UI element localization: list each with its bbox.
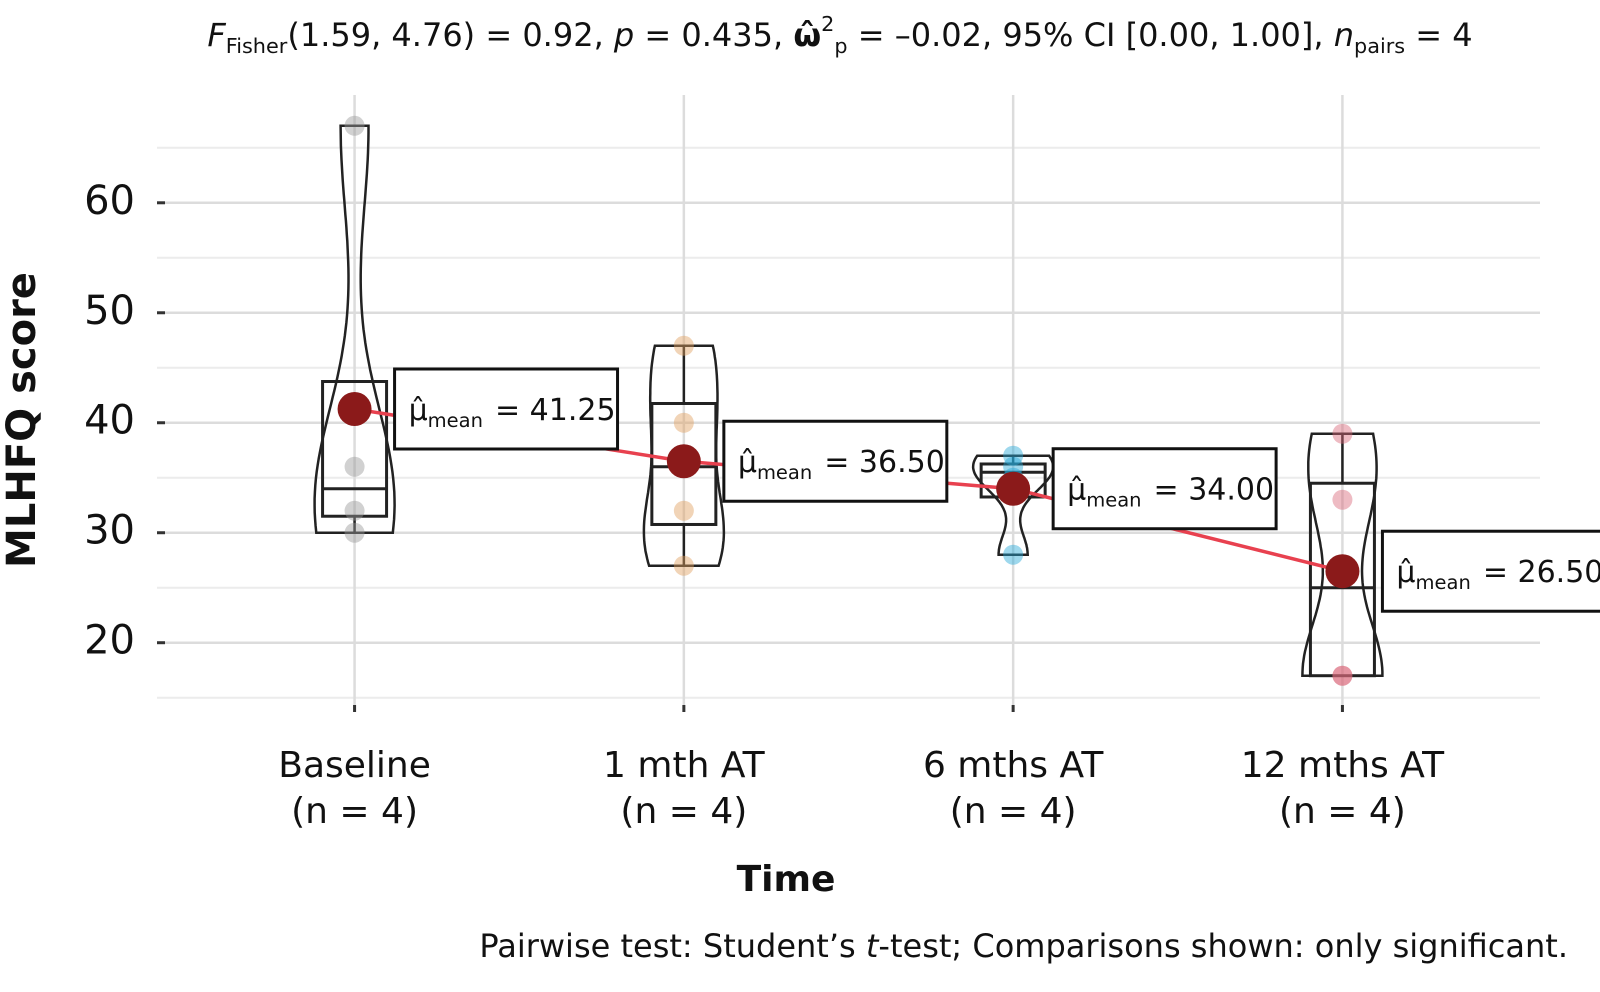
mean-point: [337, 391, 372, 426]
x-tick-sublabel: (n = 4): [950, 791, 1077, 832]
text-part: = 0.435,: [634, 16, 793, 54]
x-tick-sublabel: (n = 4): [1279, 791, 1406, 832]
mean-value-label: = 34.00: [1154, 472, 1275, 507]
mean-point: [666, 444, 701, 479]
y-tick-label: 40: [84, 398, 135, 444]
y-tick-label: 50: [84, 288, 135, 334]
mean-label-text: μ̂mean = 41.25: [409, 392, 616, 431]
data-point: [1332, 489, 1353, 510]
text-part: t: [866, 927, 880, 965]
mean-label: μ̂mean = 41.25: [393, 367, 620, 451]
text-part: n: [1334, 16, 1354, 54]
text-part: p: [834, 34, 847, 58]
data-point: [344, 500, 365, 521]
x-tick-sublabel: (n = 4): [620, 791, 747, 832]
text-part: p: [613, 16, 634, 54]
mean-label: μ̂mean = 36.50: [722, 419, 949, 503]
mean-value-label: = 36.50: [824, 445, 945, 480]
data-point: [1332, 665, 1353, 686]
mean-symbol: μ̂: [738, 445, 757, 480]
text-part: -test; Comparisons shown: only significa…: [878, 927, 1568, 965]
mean-subscript: mean: [1416, 571, 1471, 594]
violin: [971, 454, 1055, 556]
mean-point: [1325, 554, 1360, 589]
x-axis-label: Time: [737, 859, 836, 900]
mean-subscript: mean: [757, 461, 812, 484]
data-point: [673, 335, 694, 356]
x-tick-sublabel: (n = 4): [291, 791, 418, 832]
caption: Pairwise test: Student’s t-test; Compari…: [479, 927, 1568, 965]
mean-subscript: mean: [428, 408, 483, 431]
mean-label-box: [393, 367, 620, 451]
text-part: (1.59, 4.76) = 0.92,: [287, 16, 614, 54]
data-point: [344, 456, 365, 477]
mean-subscript: mean: [1086, 488, 1141, 511]
mean-label-text: μ̂mean = 34.00: [1067, 472, 1274, 511]
x-tick-label: 1 mth AT: [603, 745, 766, 786]
x-tick-label: 6 mths AT: [923, 745, 1104, 786]
y-tick-label: 60: [84, 178, 135, 224]
text-part: 2: [821, 12, 834, 36]
text-part: ω̂: [793, 16, 821, 54]
mean-value-label: = 41.25: [495, 392, 616, 427]
text-part: F: [207, 16, 226, 54]
box: [321, 380, 389, 518]
violin: [642, 344, 726, 567]
text-part: Fisher: [226, 34, 288, 58]
mean-label-text: μ̂mean = 26.50: [1396, 555, 1600, 594]
y-tick-label: 30: [84, 508, 135, 554]
mean-point: [996, 471, 1031, 506]
violin: [1301, 432, 1384, 677]
mean-label-box: [1380, 529, 1600, 613]
mean-label-box: [1051, 447, 1278, 531]
mean-label: μ̂mean = 26.50: [1380, 529, 1600, 613]
x-tick-label: 12 mths AT: [1241, 745, 1445, 786]
data-point: [1003, 544, 1024, 565]
mean-label: μ̂mean = 34.00: [1051, 447, 1278, 531]
mean-symbol: μ̂: [1067, 472, 1086, 507]
data-point: [344, 522, 365, 543]
text-part: = –0.02, 95% CI [0.00, 1.00],: [848, 16, 1334, 54]
mean-label-text: μ̂mean = 36.50: [738, 445, 945, 484]
mean-value-label: = 26.50: [1483, 555, 1600, 590]
x-tick-label: Baseline: [278, 745, 431, 786]
violin: [313, 124, 396, 534]
data-point: [1003, 456, 1024, 477]
data-point: [673, 500, 694, 521]
box: [1308, 481, 1376, 678]
data-point: [1003, 445, 1024, 466]
text-part: Pairwise test: Student’s: [479, 927, 866, 965]
data-point: [1332, 665, 1353, 686]
mean-label-box: [722, 419, 949, 503]
mean-symbol: μ̂: [1396, 555, 1415, 590]
y-axis-label: MLHFQ score: [0, 272, 45, 568]
y-tick-label: 20: [84, 618, 135, 664]
data-point: [673, 412, 694, 433]
mean-symbol: μ̂: [409, 392, 428, 427]
data-point: [673, 555, 694, 576]
text-part: pairs: [1354, 34, 1405, 58]
chart-subtitle: FFisher(1.59, 4.76) = 0.92, p = 0.435, ω…: [207, 12, 1472, 58]
text-part: = 4: [1405, 16, 1473, 54]
data-point: [344, 115, 365, 136]
data-point: [1332, 423, 1353, 444]
